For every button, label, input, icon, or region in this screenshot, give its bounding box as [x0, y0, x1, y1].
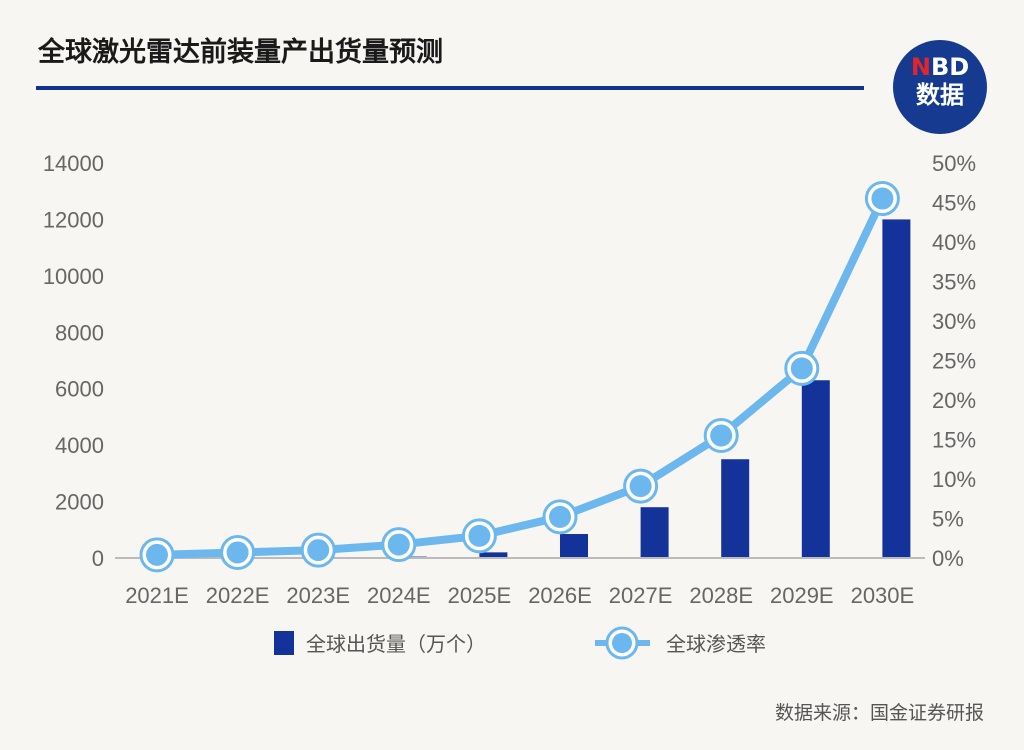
right-axis-tick-label: 50%	[932, 151, 976, 176]
line-point-inner	[790, 357, 813, 380]
line-point-inner	[307, 539, 330, 562]
right-axis-tick-label: 5%	[932, 507, 964, 532]
left-axis-tick-label: 0	[92, 546, 104, 571]
title-divider	[36, 86, 864, 90]
right-axis-tick-label: 45%	[932, 191, 976, 216]
right-axis-tick-label: 10%	[932, 467, 976, 492]
x-axis-tick-label: 2024E	[367, 583, 431, 608]
x-axis-tick-label: 2022E	[206, 583, 270, 608]
line-point-inner	[710, 424, 733, 447]
right-axis-tick-label: 25%	[932, 349, 976, 374]
bar-2030E	[882, 219, 911, 558]
nbd-logo: NBD 数据	[893, 40, 987, 134]
right-axis-tick-label: 15%	[932, 428, 976, 453]
x-axis-tick-label: 2026E	[528, 583, 592, 608]
x-axis-tick-label: 2027E	[609, 583, 673, 608]
bar-2025E	[479, 552, 508, 558]
left-axis-tick-label: 10000	[43, 264, 104, 289]
line-point-inner	[549, 505, 571, 528]
penetration-line	[156, 196, 887, 559]
line-point-inner	[146, 543, 168, 566]
legend-bar-label: 全球出货量（万个）	[306, 632, 486, 656]
line-point-inner	[629, 475, 652, 498]
line-point-inner	[468, 524, 491, 547]
left-axis-tick-label: 8000	[55, 320, 104, 345]
line-point-inner	[387, 533, 410, 556]
bar-2027E	[640, 507, 669, 558]
bar-2026E	[560, 534, 588, 558]
bar-2028E	[721, 459, 750, 558]
source-note: 数据来源：国金证券研报	[774, 702, 984, 724]
left-axis-tick-label: 2000	[55, 490, 104, 515]
left-axis-tick-label: 6000	[55, 377, 104, 402]
legend-line-label: 全球渗透率	[666, 632, 766, 656]
right-axis-tick-label: 35%	[932, 270, 976, 295]
left-axis-tick-label: 4000	[55, 433, 104, 458]
right-axis-tick-label: 30%	[932, 309, 976, 334]
page-title: 全球激光雷达前装量产出货量预测	[38, 37, 443, 68]
x-axis-tick-label: 2025E	[448, 583, 512, 608]
x-axis-tick-label: 2029E	[770, 583, 834, 608]
right-axis-tick-label: 20%	[932, 388, 976, 413]
x-axis-tick-label: 2028E	[689, 583, 753, 608]
x-axis-tick-label: 2030E	[851, 583, 915, 608]
line-point-inner	[871, 187, 894, 210]
x-axis-tick-label: 2023E	[286, 583, 350, 608]
right-axis-tick-label: 40%	[932, 230, 976, 255]
legend-line-marker-inner	[612, 633, 632, 653]
line-point-inner	[226, 541, 249, 564]
x-axis-tick-label: 2021E	[125, 583, 189, 608]
left-axis-tick-label: 14000	[43, 151, 104, 176]
left-axis-tick-label: 12000	[43, 207, 104, 232]
bar-2029E	[801, 380, 830, 558]
right-axis-tick-label: 0%	[932, 546, 964, 571]
legend-bar-swatch	[274, 631, 294, 655]
